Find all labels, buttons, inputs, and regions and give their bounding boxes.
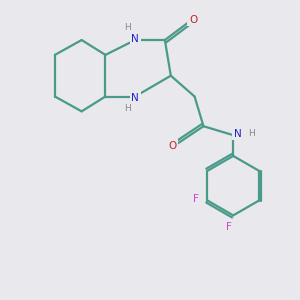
Text: H: H (124, 23, 131, 32)
Text: O: O (168, 140, 176, 151)
Text: H: H (124, 104, 131, 113)
Text: N: N (234, 129, 242, 139)
Text: F: F (226, 222, 232, 232)
Text: O: O (189, 15, 197, 25)
Text: N: N (131, 93, 139, 103)
Text: N: N (131, 34, 139, 44)
Text: H: H (248, 129, 254, 138)
Text: F: F (193, 194, 199, 204)
